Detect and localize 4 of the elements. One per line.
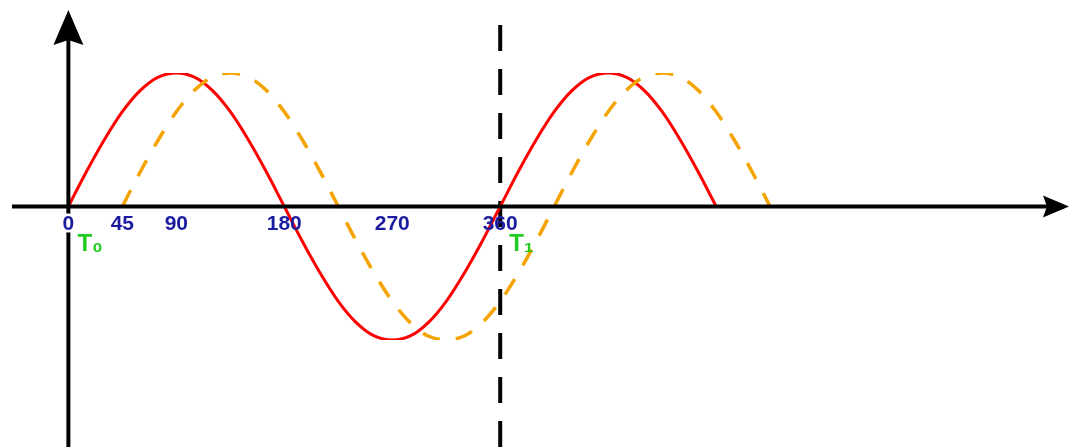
annotation: T₀ bbox=[77, 228, 103, 256]
x-tick-label: 90 bbox=[164, 210, 189, 234]
x-tick-label: 45 bbox=[110, 210, 135, 234]
x-tick-label: 270 bbox=[374, 210, 410, 234]
